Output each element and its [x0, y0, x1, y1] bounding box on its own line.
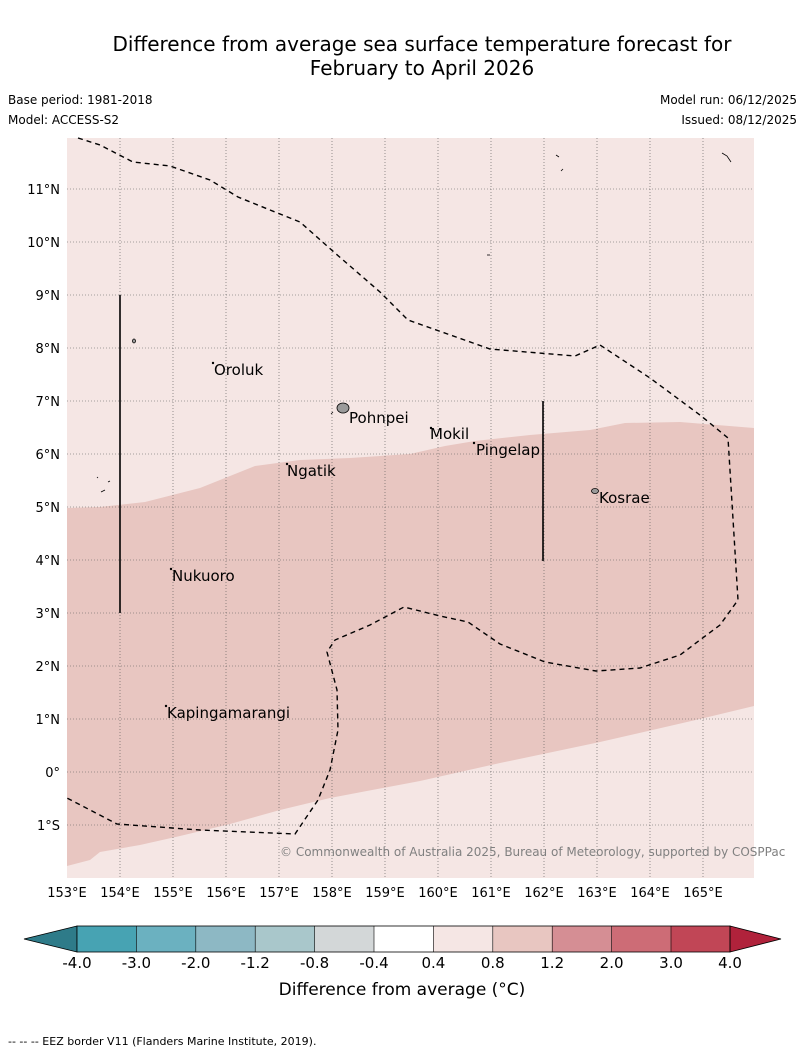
- lat-tick-2n: 2°N: [36, 660, 61, 675]
- label-mokil: Mokil: [430, 425, 469, 443]
- lat-tick-0: 0°: [45, 766, 60, 781]
- colorbar-seg-11: [671, 926, 730, 952]
- lat-tick-6n: 6°N: [36, 448, 61, 463]
- lat-tick-11n: 11°N: [27, 183, 60, 198]
- label-kosrae: Kosrae: [599, 489, 650, 507]
- lon-tick-156e: 156°E: [206, 886, 246, 901]
- lon-tick-160e: 160°E: [418, 886, 458, 901]
- warm-anomaly-band: [67, 422, 754, 866]
- small-island-1: [132, 338, 136, 344]
- label-oroluk: Oroluk: [214, 361, 263, 379]
- lat-tick-8n: 8°N: [36, 342, 61, 357]
- title-line-1: Difference from average sea surface temp…: [112, 32, 732, 56]
- ngatik-dot: [285, 462, 289, 466]
- small-island-6: [330, 411, 334, 415]
- kosrae-island: [591, 488, 599, 494]
- colorbar-title: Difference from average (°C): [278, 980, 526, 1000]
- eez-north: [66, 137, 739, 835]
- lon-tick-163e: 163°E: [577, 886, 617, 901]
- cbar-tick-0: -4.0: [62, 954, 91, 972]
- cbar-tick-11: 4.0: [718, 954, 742, 972]
- colorbar-seg-1: [77, 926, 137, 952]
- colorbar-high-extend: [729, 925, 782, 953]
- cbar-tick-9: 2.0: [600, 954, 624, 972]
- lat-tick-1n: 1°N: [36, 713, 61, 728]
- lon-tick-155e: 155°E: [153, 886, 193, 901]
- lon-tick-164e: 164°E: [630, 886, 670, 901]
- small-island-2: [96, 476, 111, 493]
- title-line-2: February to April 2026: [309, 56, 535, 80]
- colorbar: -4.0 -3.0 -2.0 -1.2 -0.8 -0.4 0.4 0.8 1.…: [23, 925, 782, 972]
- small-island-3: [555, 154, 564, 172]
- lat-tick-5n: 5°N: [36, 501, 61, 516]
- colorbar-seg-10: [611, 926, 671, 952]
- label-kapingamarangi: Kapingamarangi: [167, 704, 290, 722]
- small-island-4: [721, 152, 732, 163]
- pingelap-dot: [472, 441, 476, 445]
- kapinga-dot: [164, 704, 168, 708]
- label-ngatik: Ngatik: [287, 462, 336, 480]
- oroluk-dot: [211, 361, 215, 365]
- label-nukuoro: Nukuoro: [172, 567, 235, 585]
- lat-tick-7n: 7°N: [36, 395, 61, 410]
- cbar-tick-10: 3.0: [659, 954, 683, 972]
- mokil-dot: [429, 426, 433, 430]
- lat-tick-1s: 1°S: [37, 819, 60, 834]
- eez-footnote: -- -- -- EEZ border V11 (Flanders Marine…: [8, 1035, 317, 1048]
- label-pingelap: Pingelap: [476, 441, 540, 459]
- base-period: Base period: 1981-2018: [8, 93, 153, 107]
- colorbar-seg-9: [552, 926, 612, 952]
- nukuoro-dot: [169, 567, 173, 571]
- model-run: Model run: 06/12/2025: [659, 93, 797, 107]
- cbar-tick-7: 0.8: [481, 954, 505, 972]
- cbar-tick-1: -3.0: [122, 954, 151, 972]
- colorbar-frame: [76, 925, 731, 953]
- colorbar-seg-7: [433, 926, 493, 952]
- lon-tick-162e: 162°E: [524, 886, 564, 901]
- pohnpei-island: [336, 402, 350, 414]
- lat-tick-9n: 9°N: [36, 289, 61, 304]
- lon-tick-153e: 153°E: [47, 886, 87, 901]
- colorbar-seg-3: [195, 926, 256, 952]
- colorbar-seg-6: [374, 926, 434, 952]
- lat-tick-4n: 4°N: [36, 554, 61, 569]
- cbar-tick-5: -0.4: [359, 954, 388, 972]
- eez-borders: [66, 137, 739, 835]
- islands: [96, 152, 732, 708]
- lon-tick-165e: 165°E: [683, 886, 723, 901]
- lon-tick-161e: 161°E: [471, 886, 511, 901]
- lat-tick-10n: 10°N: [27, 236, 60, 251]
- cbar-tick-3: -1.2: [241, 954, 270, 972]
- colorbar-low-extend: [23, 925, 78, 953]
- map-title: Difference from average sea surface temp…: [60, 32, 784, 80]
- copyright-notice: © Commonwealth of Australia 2025, Bureau…: [280, 845, 786, 859]
- colorbar-seg-8: [492, 926, 553, 952]
- lon-tick-154e: 154°E: [100, 886, 140, 901]
- cbar-tick-8: 1.2: [540, 954, 564, 972]
- lon-tick-158e: 158°E: [312, 886, 352, 901]
- lat-tick-3n: 3°N: [36, 607, 61, 622]
- cbar-tick-6: 0.4: [421, 954, 445, 972]
- colorbar-seg-2: [136, 926, 196, 952]
- cbar-tick-4: -0.8: [300, 954, 329, 972]
- colorbar-seg-4: [255, 926, 315, 952]
- cbar-tick-2: -2.0: [181, 954, 210, 972]
- model-name: Model: ACCESS-S2: [8, 113, 120, 127]
- lon-tick-157e: 157°E: [259, 886, 299, 901]
- issued-date: Issued: 08/12/2025: [681, 113, 797, 127]
- colorbar-seg-5: [314, 926, 374, 952]
- label-pohnpei: Pohnpei: [349, 409, 409, 427]
- lon-tick-159e: 159°E: [365, 886, 405, 901]
